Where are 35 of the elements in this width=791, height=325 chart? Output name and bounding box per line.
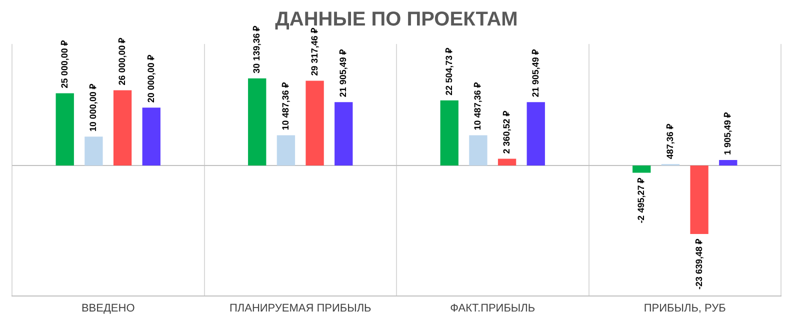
data-label: 25 000,00 ₽ (59, 40, 70, 88)
x-tick-label: ПЛАНИРУЕМАЯ ПРИБЫЛЬ (229, 302, 372, 314)
bar (248, 78, 266, 166)
data-label: 29 317,46 ₽ (309, 27, 320, 76)
data-label: -2 495,27 ₽ (636, 176, 646, 224)
bar (440, 100, 458, 166)
data-label: 26 000,00 ₽ (117, 36, 128, 86)
data-label: 30 139,36 ₽ (252, 24, 262, 74)
bar (142, 108, 160, 166)
bar (56, 93, 74, 166)
bar (334, 102, 353, 166)
bar (469, 135, 488, 166)
data-label: 21 905,49 ₽ (338, 48, 348, 98)
data-label: 20 000,00 ₽ (146, 54, 156, 103)
bar (690, 166, 708, 234)
data-label: 10 487,36 ₽ (472, 82, 483, 130)
data-label: 2 360,52 ₽ (502, 110, 512, 154)
bar (719, 160, 738, 166)
bar (498, 158, 516, 166)
data-label: -23 639,48 ₽ (694, 238, 704, 290)
data-label: 1 905,49 ₽ (722, 112, 733, 156)
bar (632, 166, 651, 173)
bar (306, 80, 324, 166)
bar (84, 136, 103, 166)
data-label: 10 000,00 ₽ (88, 83, 98, 132)
bar (526, 102, 545, 166)
x-tick-label: ФАКТ.ПРИБЫЛЬ (450, 302, 536, 314)
data-label: 22 504,73 ₽ (444, 46, 454, 96)
data-label: 10 487,36 ₽ (280, 82, 290, 130)
data-label: 487,36 ₽ (664, 123, 675, 160)
bar (276, 135, 296, 166)
x-tick-label: ВВЕДЕНО (81, 302, 136, 314)
bar (113, 90, 132, 166)
data-label: 21 905,49 ₽ (530, 48, 540, 98)
x-tick-label: ПРИБЫЛЬ, РУБ (644, 302, 726, 314)
